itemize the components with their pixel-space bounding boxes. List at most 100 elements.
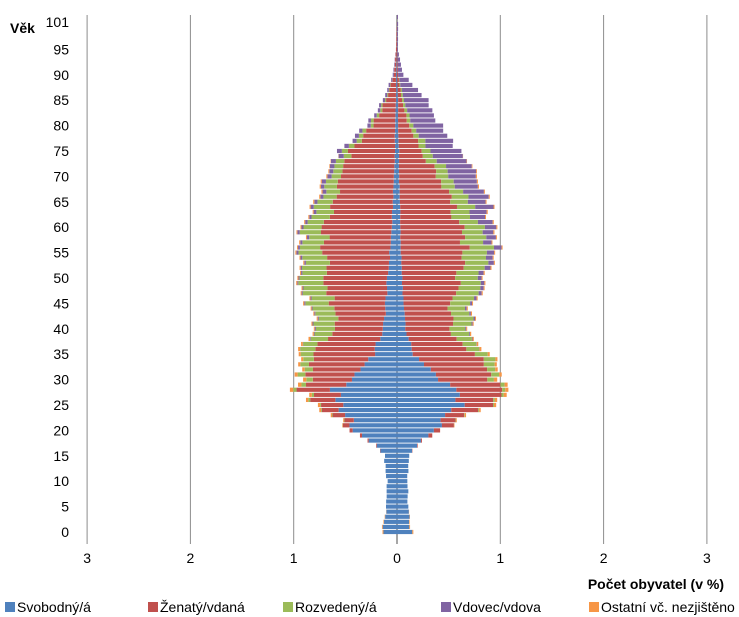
bar-male [323, 275, 387, 281]
bar-male [315, 347, 375, 352]
bar-male [330, 204, 393, 209]
bar-female [469, 331, 470, 336]
bar-male [334, 326, 383, 331]
bar-male [388, 265, 397, 270]
bar-male [344, 418, 354, 423]
bar-female [472, 301, 474, 306]
bar-male [396, 87, 397, 93]
bar-female [397, 352, 413, 357]
bar-female [464, 413, 465, 418]
bar-female [448, 174, 476, 179]
y-tick-labels: 0 5 10 15 20 25 30 35 40 45 50 55 60 65 70 75 80 85 90 95 10… [46, 14, 70, 540]
bar-male [329, 235, 391, 240]
bar-female [474, 352, 488, 357]
bar-male [394, 159, 397, 164]
bar-male [297, 275, 299, 281]
bar-male [310, 336, 311, 342]
bar-male [332, 331, 383, 336]
bar-female [398, 72, 404, 77]
bar-female [398, 98, 403, 103]
bar-female [493, 260, 495, 265]
bar-female [478, 270, 484, 276]
bar-male [381, 524, 383, 530]
bar-male [320, 402, 322, 408]
bar-female [398, 103, 404, 108]
bar-male [390, 240, 397, 245]
bar-male [338, 316, 385, 321]
bar-female [401, 280, 461, 286]
bar-male [387, 286, 397, 291]
bar-female [425, 159, 437, 164]
bar-male [310, 204, 314, 209]
bar-female [492, 255, 494, 260]
legend-label: Ženatý/vdaná [160, 599, 245, 615]
bar-male [326, 265, 389, 270]
bar-male [308, 214, 310, 220]
bar-female [397, 357, 420, 362]
bar-female [486, 250, 495, 255]
bar-female [428, 433, 433, 438]
bar-male [335, 311, 386, 316]
bar-female [397, 423, 442, 428]
bar-male [324, 184, 337, 189]
bar-male [343, 418, 345, 423]
legend-label: Vdovec/vdova [453, 599, 541, 615]
bar-male [297, 230, 300, 235]
bar-male [303, 377, 307, 382]
bar-female [454, 184, 478, 189]
bar-male [304, 260, 306, 265]
bar-female [397, 280, 402, 286]
bar-male [300, 240, 303, 245]
bar-male [329, 164, 330, 169]
bar-female [397, 458, 409, 463]
bar-female [469, 331, 472, 336]
bar-male [395, 118, 397, 123]
bar-female [479, 407, 481, 413]
bar-male [388, 82, 391, 88]
bar-male [323, 220, 393, 225]
bar-female [420, 438, 422, 443]
bar-male [395, 77, 397, 82]
bar-female [400, 230, 463, 235]
y-tick-label: 90 [53, 67, 69, 83]
bar-male [297, 372, 306, 377]
bar-male [322, 189, 327, 194]
bar-male [386, 275, 397, 281]
bar-male [314, 331, 333, 336]
bar-female [455, 418, 457, 423]
bar-female [398, 128, 412, 133]
bar-male [313, 311, 315, 316]
bar-female [432, 153, 463, 159]
bar-female [435, 174, 449, 179]
bar-female [403, 98, 429, 103]
bar-male [332, 413, 346, 418]
bar-male [362, 128, 367, 133]
bar-female [480, 286, 484, 291]
bar-male [317, 199, 333, 204]
bar-female [397, 438, 421, 443]
bar-male [336, 148, 342, 154]
bar-female [493, 204, 495, 209]
bar-male [334, 164, 344, 169]
bar-female [425, 138, 454, 143]
bar-female [456, 204, 476, 209]
bar-female [399, 148, 422, 154]
bar-female [404, 108, 408, 113]
bar-female [499, 372, 502, 377]
bar-female [474, 296, 477, 301]
bar-female [398, 123, 410, 128]
bar-male [348, 143, 355, 149]
bar-female [460, 280, 481, 286]
bar-male [395, 47, 397, 52]
bar-male [310, 296, 312, 301]
bar-male [344, 143, 349, 149]
bar-female [405, 321, 454, 326]
bar-male [299, 275, 324, 281]
bar-female [484, 225, 497, 230]
bar-male [391, 214, 397, 220]
bar-male [303, 260, 305, 265]
bar-male [301, 357, 304, 362]
bar-male [392, 72, 394, 77]
bar-female [397, 250, 401, 255]
bar-male [306, 377, 313, 382]
